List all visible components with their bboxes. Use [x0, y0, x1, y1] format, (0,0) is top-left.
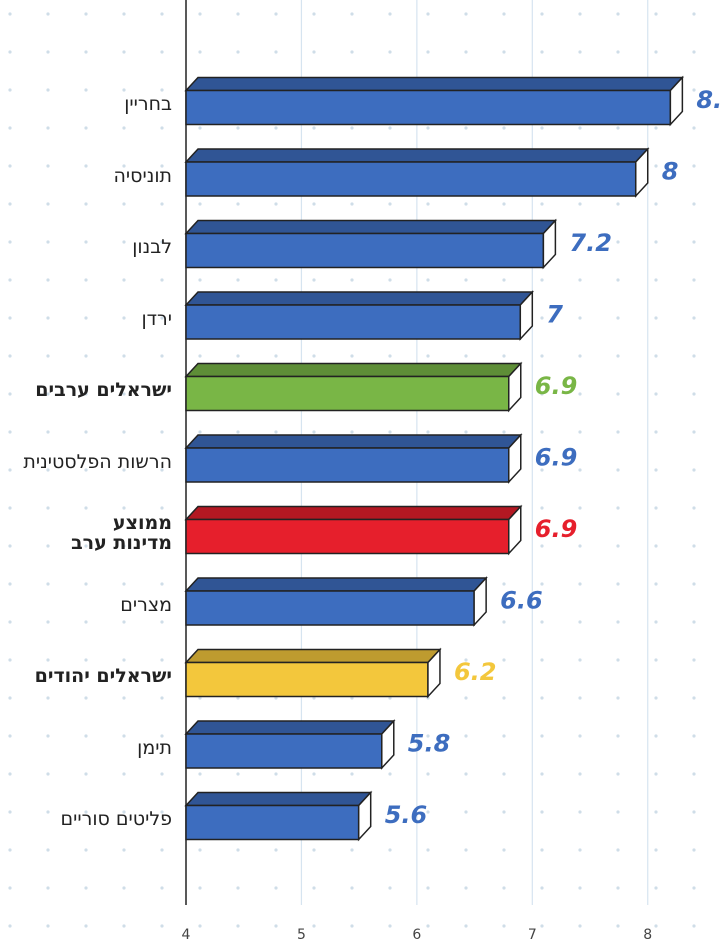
category-label: הרשות הפלסטינית: [23, 450, 172, 473]
category-label: בחריין: [124, 93, 172, 115]
bar-side: [357, 790, 372, 842]
bar-side: [508, 504, 522, 556]
x-tick-label: 5: [297, 927, 306, 943]
bar-front: [185, 232, 545, 269]
bar-front: [185, 89, 672, 126]
x-tick-label: 7: [528, 927, 537, 943]
bar: [184, 147, 650, 198]
bar: [184, 576, 488, 627]
bar-side: [508, 361, 522, 413]
category-label: פליטים סוריים: [60, 808, 172, 830]
category-label: ישראלים יהודים: [34, 665, 172, 687]
category-label: תימן: [137, 736, 172, 759]
value-label: 8.3: [696, 86, 722, 114]
bar-top: [184, 291, 535, 306]
bar: [184, 790, 373, 842]
bar-side: [519, 290, 534, 341]
bar-front: [185, 375, 510, 412]
bar: [184, 75, 685, 127]
bar: [184, 218, 558, 270]
bar-top: [184, 720, 396, 735]
bar: [184, 647, 442, 699]
bar-side: [508, 433, 522, 484]
bar-side: [381, 719, 395, 770]
bar-top: [184, 219, 558, 235]
value-label: 7.2: [569, 229, 612, 257]
category-label: תוניסיה: [113, 164, 172, 187]
x-tick-label: 6: [412, 927, 421, 943]
value-label: 5.8: [408, 730, 451, 758]
category-label: מצרים: [120, 593, 172, 616]
bar: [184, 290, 535, 341]
bar-top: [184, 648, 442, 664]
category-label: ירדן: [141, 307, 172, 330]
bar-front: [185, 804, 360, 841]
bar-top: [184, 434, 523, 449]
bar-front: [185, 447, 510, 483]
x-tick-label: 8: [643, 927, 652, 943]
value-label: 7: [546, 301, 563, 329]
bar-front: [185, 304, 522, 340]
bar-side: [473, 576, 487, 627]
bar-top: [184, 577, 488, 592]
value-label: 6.6: [500, 587, 543, 615]
bar-front: [185, 733, 383, 769]
bar-front: [185, 161, 637, 197]
category-label: לבנון: [132, 236, 172, 258]
value-label: 6.9: [535, 372, 578, 400]
x-tick-label: 4: [182, 927, 191, 943]
value-label: 6.9: [535, 515, 578, 543]
bar-side: [542, 218, 557, 270]
bar-top: [184, 148, 650, 163]
value-label: 6.2: [454, 658, 497, 686]
bar: [184, 433, 523, 484]
bar-top: [184, 791, 373, 807]
category-label: ישראלים ערבים: [35, 379, 172, 401]
bar-side: [634, 147, 649, 198]
bar-top: [184, 505, 523, 521]
category-label: ממוצע מדינות ערב: [71, 512, 172, 554]
value-label: 6.9: [535, 444, 578, 472]
bar-front: [185, 590, 475, 626]
bar: [184, 504, 523, 556]
value-label: 8: [662, 158, 679, 186]
value-label: 5.6: [385, 801, 428, 829]
bar: [184, 361, 523, 413]
bar-top: [184, 362, 523, 378]
bar-top: [184, 76, 685, 92]
bar: [184, 719, 396, 770]
bar-side: [427, 647, 441, 699]
bar-side: [669, 75, 684, 127]
bar-front: [185, 518, 510, 555]
bar-front: [185, 661, 429, 698]
